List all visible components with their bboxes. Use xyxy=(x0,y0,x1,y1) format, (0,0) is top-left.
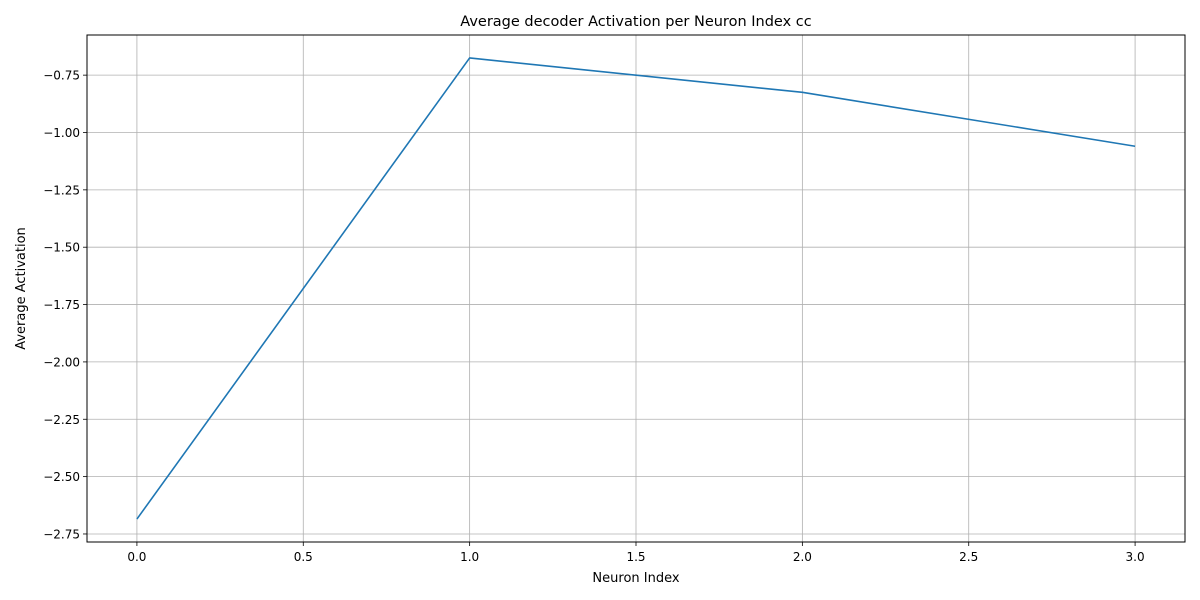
y-tick-label: −0.75 xyxy=(43,69,80,83)
y-tick-label: −1.25 xyxy=(43,183,80,197)
chart-title: Average decoder Activation per Neuron In… xyxy=(460,14,811,30)
y-tick-label: −2.50 xyxy=(43,470,80,484)
x-tick-label: 3.0 xyxy=(1126,550,1145,564)
y-tick-label: −2.25 xyxy=(43,413,80,427)
x-axis-label: Neuron Index xyxy=(592,571,679,586)
x-tick-label: 0.0 xyxy=(127,550,146,564)
x-tick-label: 1.5 xyxy=(626,550,645,564)
y-axis-ticks: −0.75 −1.00 −1.25 −1.50 −1.75 −2.00 −2.25 −2.50… xyxy=(43,69,87,541)
series-line xyxy=(136,57,1136,520)
y-tick-label: −1.75 xyxy=(43,298,80,312)
plot-area xyxy=(136,57,1136,520)
y-tick-label: −2.75 xyxy=(43,527,80,541)
y-tick-label: −2.00 xyxy=(43,355,80,369)
x-tick-label: 0.5 xyxy=(294,550,313,564)
x-axis-ticks: 0.0 0.5 1.0 1.5 2.0 2.5 3.0 xyxy=(127,542,1145,564)
y-tick-label: −1.00 xyxy=(43,126,80,140)
y-axis-label: Average Activation xyxy=(14,227,29,350)
x-tick-label: 2.0 xyxy=(793,550,812,564)
x-tick-label: 1.0 xyxy=(460,550,479,564)
axes-frame xyxy=(86,34,1186,543)
x-tick-label: 2.5 xyxy=(959,550,978,564)
y-tick-label: −1.50 xyxy=(43,241,80,255)
